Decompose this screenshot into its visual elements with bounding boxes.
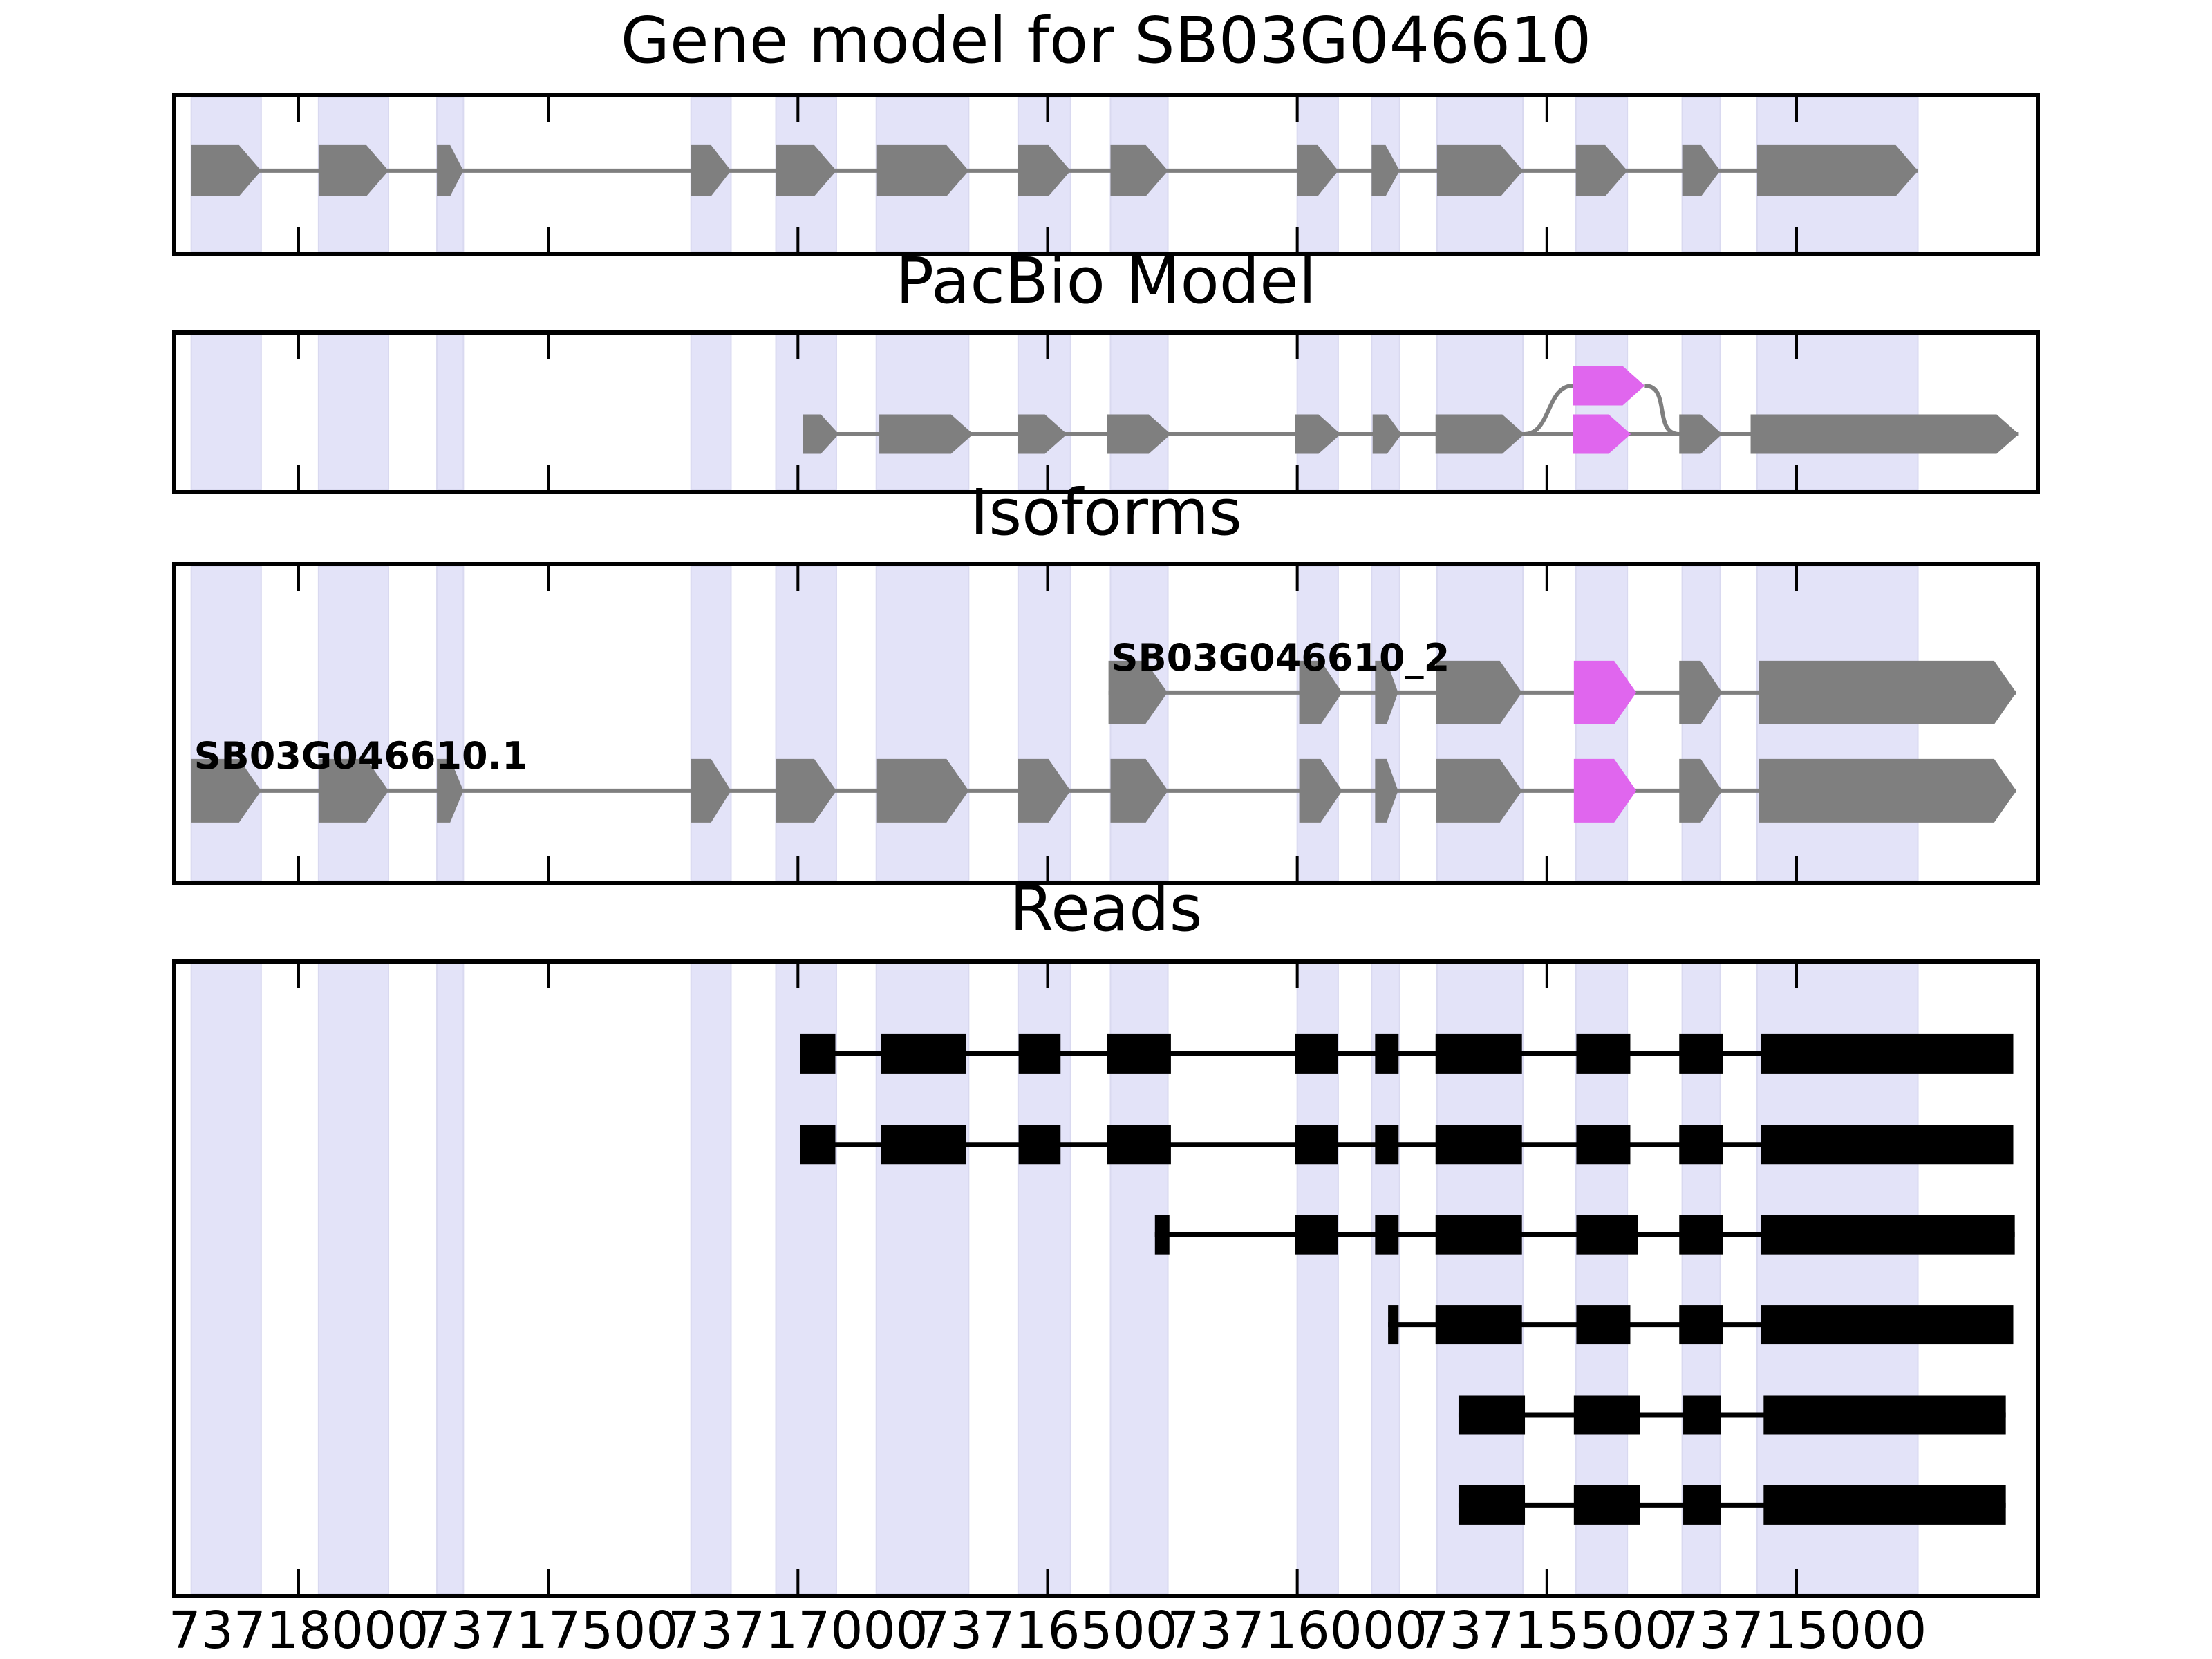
exon-highlight-band bbox=[690, 566, 732, 881]
x-tick-label: 73717500 bbox=[418, 1601, 679, 1659]
isoforms-title: Isoforms bbox=[970, 476, 1242, 550]
reads-title: Reads bbox=[1009, 872, 1203, 946]
exon-highlight-band bbox=[190, 964, 262, 1594]
pacbio-model-plot bbox=[190, 335, 2019, 490]
exon-highlight-band bbox=[436, 964, 465, 1594]
exon-highlight-band bbox=[775, 566, 837, 881]
gene-model-title: Gene model for SB03G046610 bbox=[620, 3, 1592, 77]
exon-highlight-band bbox=[190, 566, 262, 881]
isoform-label: SB03G046610_2 bbox=[1112, 636, 1450, 679]
exon-highlight-band bbox=[436, 566, 465, 881]
exon-highlight-band bbox=[436, 335, 465, 490]
exon-highlight-band bbox=[1371, 335, 1400, 490]
exon-highlight-band bbox=[317, 335, 389, 490]
x-tick-label: 73715500 bbox=[1416, 1601, 1678, 1659]
exon-highlight-band bbox=[1017, 566, 1071, 881]
exon-highlight-band bbox=[317, 566, 389, 881]
exon-highlight-band bbox=[317, 964, 389, 1594]
exon-highlight-band bbox=[875, 335, 970, 490]
exon-highlight-band bbox=[190, 335, 262, 490]
x-axis: 73718000 73717500 73717000 73716500 73716000… bbox=[0, 1605, 2212, 1659]
exon-highlight-band bbox=[690, 964, 732, 1594]
alt-splice-arc bbox=[1644, 384, 1680, 436]
x-tick-label: 73716500 bbox=[917, 1601, 1178, 1659]
reads-panel bbox=[172, 959, 2040, 1598]
reads-plot bbox=[190, 964, 2015, 1594]
exon-highlight-band bbox=[1296, 335, 1339, 490]
x-tick-label: 73718000 bbox=[168, 1601, 429, 1659]
x-tick-label: 73716000 bbox=[1167, 1601, 1427, 1659]
exon-highlight-band bbox=[1109, 335, 1169, 490]
exon-highlight-band bbox=[690, 335, 732, 490]
exon-highlight-band bbox=[1756, 335, 1919, 490]
exon-highlight-band bbox=[1681, 335, 1721, 490]
pacbio-model-panel bbox=[172, 330, 2040, 494]
exon-highlight-band bbox=[875, 566, 970, 881]
exon-highlight-band bbox=[775, 335, 837, 490]
alt-splice-arc bbox=[1524, 384, 1573, 436]
exon-highlight-band bbox=[1575, 335, 1629, 490]
exon-highlight-band bbox=[1436, 335, 1524, 490]
gene-model-panel bbox=[172, 93, 2040, 256]
gene-model-plot bbox=[190, 97, 1919, 252]
isoform-label: SB03G046610.1 bbox=[194, 734, 528, 778]
isoforms-panel: SB03G046610_2 SB03G046610.1 bbox=[172, 562, 2040, 885]
x-tick-label: 73717000 bbox=[667, 1601, 928, 1659]
pacbio-model-title: PacBio Model bbox=[895, 244, 1317, 318]
isoforms-plot: SB03G046610_2 SB03G046610.1 bbox=[190, 566, 2016, 881]
exon-highlight-band bbox=[1017, 335, 1071, 490]
x-tick-label: 73715000 bbox=[1666, 1601, 1927, 1659]
